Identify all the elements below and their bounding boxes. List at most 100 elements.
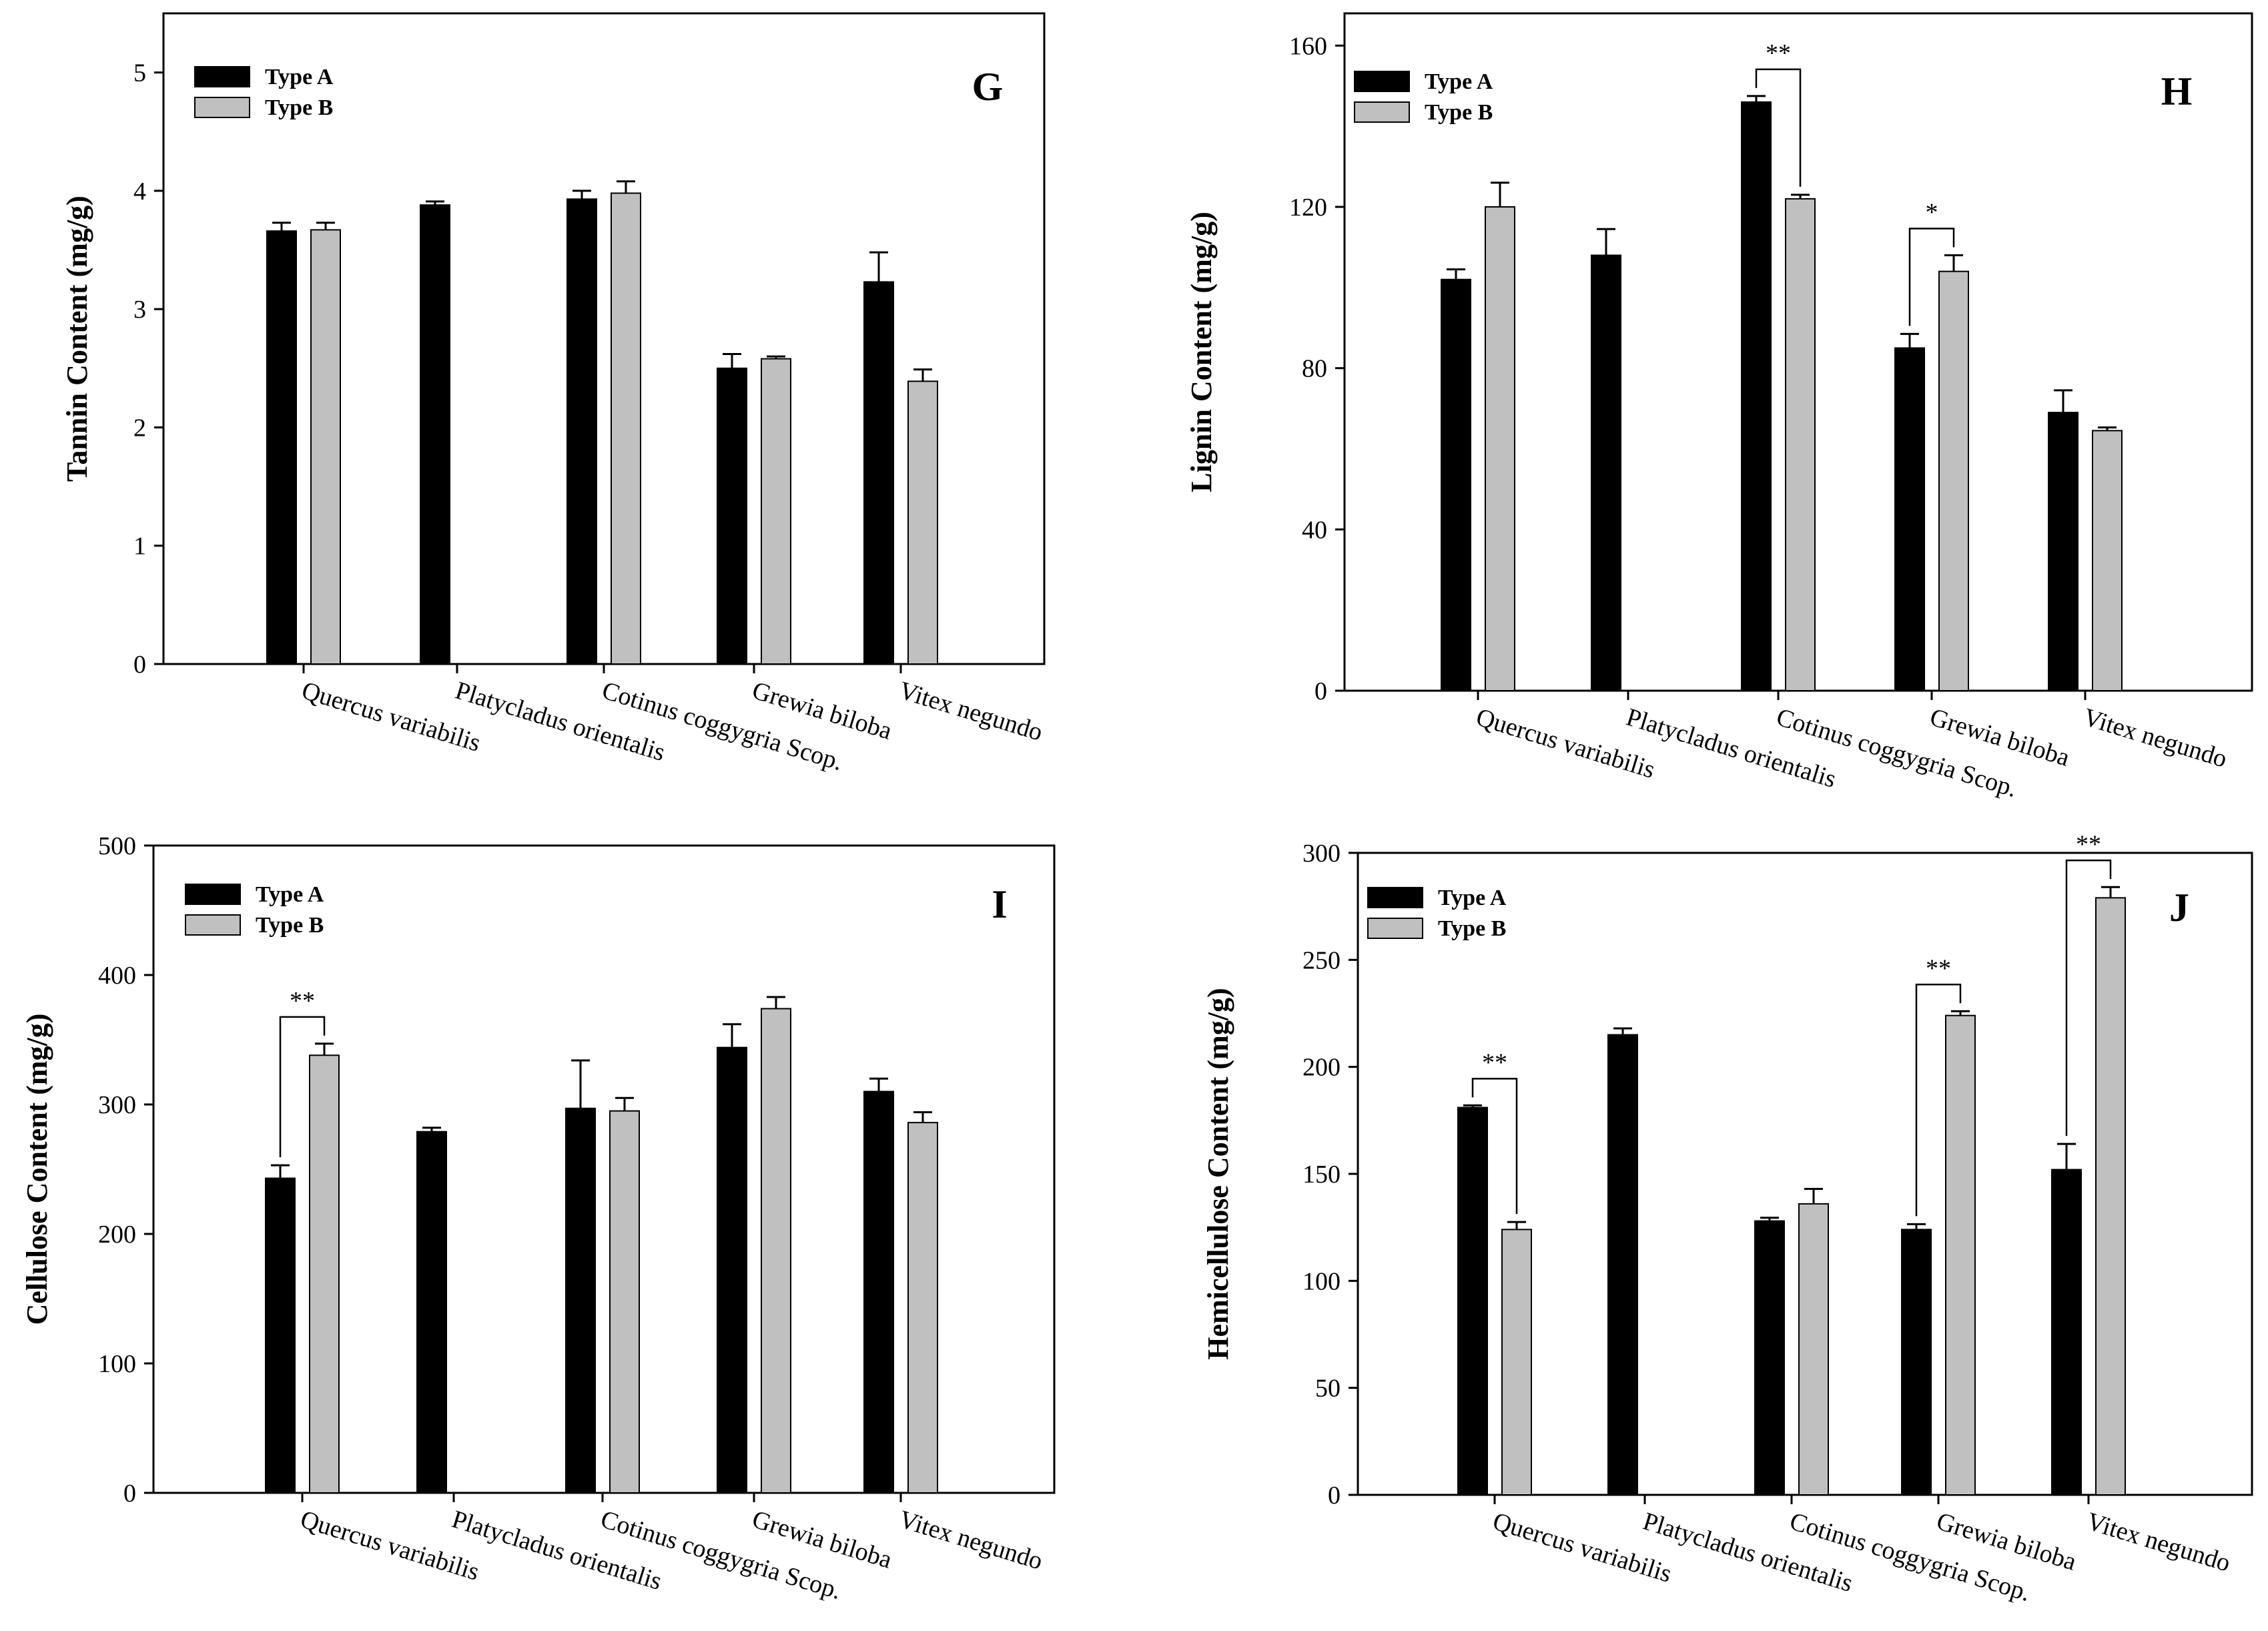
panel-label: I (992, 882, 1007, 926)
legend-label: Type B (256, 913, 324, 938)
legend-label: Type A (256, 882, 324, 907)
legend-swatch (1367, 887, 1423, 908)
legend-label: Type A (1438, 886, 1507, 910)
panel-label: G (972, 65, 1004, 109)
legend-swatch (194, 97, 250, 118)
bar-type-a (1457, 1106, 1488, 1496)
y-axis-label: Tannin Content (mg/g) (61, 196, 93, 482)
bar-type-b (1785, 198, 1816, 691)
y-axis-label: Hemicellulose Content (mg/g) (1202, 988, 1234, 1359)
significance-bracket (1915, 984, 1962, 1217)
y-tick-label: 80 (1302, 355, 1327, 383)
panel-label: J (2169, 886, 2189, 930)
legend-label: Type B (1425, 100, 1493, 125)
bar-type-b (1501, 1229, 1532, 1496)
legend-swatch (185, 914, 241, 936)
y-tick-label: 250 (1302, 946, 1341, 974)
bar-type-a (2051, 1169, 2082, 1496)
bar-type-a (266, 230, 297, 665)
legend-label: Type B (265, 95, 333, 120)
y-tick-label: 300 (98, 1091, 136, 1119)
bar-type-a (265, 1177, 296, 1494)
y-tick-label: 400 (98, 962, 136, 990)
bar-type-a (566, 198, 597, 665)
y-tick-label: 300 (1302, 840, 1341, 868)
bar-type-a (1607, 1034, 1638, 1496)
bar-type-a (1741, 101, 1772, 691)
bar-type-b (310, 229, 341, 665)
significance-label: ** (2076, 830, 2101, 858)
bar-type-a (2048, 412, 2078, 691)
bar-type-a (1901, 1229, 1932, 1496)
bar-type-a (420, 204, 450, 665)
y-tick-label: 500 (98, 832, 136, 860)
bar-type-a (717, 367, 747, 665)
bar-type-a (1894, 347, 1925, 691)
legend-label: Type A (1425, 69, 1493, 94)
y-tick-label: 160 (1289, 32, 1327, 60)
x-tick-label: Vitex negundo (2080, 703, 2230, 773)
chart-panel-j: 0 50 100 150 200 250 300 Hemicellulose Content … (1202, 830, 2253, 1607)
y-tick-label: 100 (1302, 1267, 1341, 1295)
significance-label: ** (1482, 1048, 1507, 1076)
y-tick-label: 40 (1302, 516, 1327, 544)
y-tick-label: 1 (133, 533, 146, 561)
y-tick-label: 150 (1302, 1161, 1341, 1189)
bar-type-b (2095, 897, 2126, 1496)
bar-type-b (761, 358, 791, 665)
bar-type-b (761, 1008, 791, 1494)
bar-type-b (609, 1110, 640, 1494)
bar-type-a (1441, 278, 1471, 691)
y-tick-label: 0 (133, 651, 146, 679)
y-tick-label: 4 (133, 178, 146, 206)
bar-type-b (907, 1122, 938, 1494)
y-tick-label: 200 (1302, 1054, 1341, 1082)
legend-label: Type A (265, 65, 334, 89)
bar-type-a (863, 281, 894, 665)
bar-type-a (1754, 1220, 1785, 1496)
panel-label: H (2161, 69, 2193, 113)
y-tick-label: 0 (1314, 677, 1327, 705)
bar-type-b (309, 1054, 340, 1494)
bar-type-a (565, 1107, 596, 1494)
y-tick-label: 3 (133, 296, 146, 324)
bar-type-b (907, 380, 938, 665)
significance-bracket (1908, 228, 1955, 326)
y-axis-label: Lignin Content (mg/g) (1185, 212, 1218, 492)
y-tick-label: 2 (133, 414, 146, 442)
y-axis-label: Cellulose Content (mg/g) (21, 1014, 53, 1325)
x-tick-label: Vitex negundo (895, 1505, 1046, 1575)
x-tick-label: Cotinus coggygria Scop. (1786, 1507, 2034, 1607)
significance-bracket (1755, 68, 1802, 187)
legend-swatch (1354, 71, 1410, 92)
legend-swatch (1354, 101, 1410, 123)
y-tick-label: 0 (123, 1480, 136, 1508)
significance-bracket (2065, 860, 2112, 1136)
x-tick-label: Vitex negundo (2083, 1507, 2233, 1577)
significance-label: ** (290, 987, 315, 1015)
bar-type-a (416, 1130, 447, 1494)
chart-panel-i: 0 100 200 300 400 500 Cellulose Content (mg/g)… (21, 832, 1056, 1605)
legend-swatch (1367, 918, 1423, 939)
bar-type-a (717, 1046, 747, 1494)
bar-type-b (1945, 1014, 1976, 1496)
y-tick-label: 5 (133, 59, 146, 87)
significance-label: ** (1766, 39, 1791, 67)
y-tick-label: 100 (98, 1350, 136, 1378)
x-tick-label: Cotinus coggygria Scop. (599, 676, 846, 776)
legend-label: Type B (1438, 916, 1506, 941)
y-tick-label: 120 (1289, 194, 1327, 222)
bar-type-b (2092, 430, 2123, 691)
bar-type-b (611, 192, 641, 665)
bar-type-b (1485, 206, 1515, 691)
plot-frame (152, 844, 1056, 1494)
bar-type-b (1798, 1203, 1829, 1496)
significance-label: * (1926, 199, 1938, 227)
significance-label: ** (1926, 954, 1951, 982)
bar-type-b (1938, 270, 1969, 691)
significance-bracket (1471, 1078, 1518, 1215)
y-tick-label: 50 (1315, 1375, 1341, 1403)
legend-swatch (194, 66, 250, 87)
